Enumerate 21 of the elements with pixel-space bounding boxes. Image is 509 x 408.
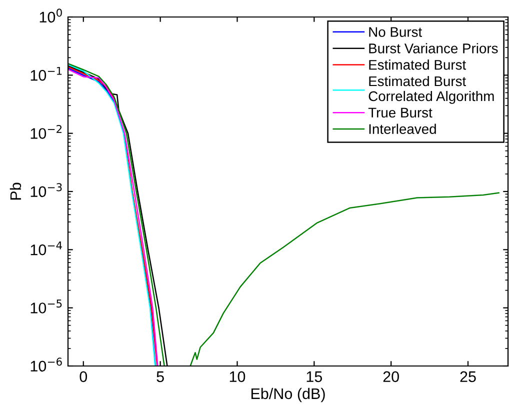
y-tick-label: 10$^{−5}$: [30, 300, 62, 314]
legend-label: Burst Variance Priors: [369, 43, 498, 54]
y-tick-label: 10$^{0}$: [40, 8, 62, 23]
y-tick-label: 10$^{−3}$: [30, 183, 62, 198]
y-axis-title: Pb: [10, 182, 22, 200]
x-axis-title: Eb/No (dB): [251, 388, 325, 402]
legend-label: Estimated Burst: [369, 60, 466, 70]
legend-label: No Burst: [369, 27, 422, 37]
legend-label: Estimated Burst Correlated Algorithm: [368, 76, 494, 104]
x-tick-label: 0: [80, 371, 88, 382]
x-tick-label: 25: [460, 371, 476, 382]
y-tick-label: 10$^{−2}$: [30, 124, 62, 139]
legend-label: Interleaved: [369, 124, 436, 134]
y-tick-label: 10$^{−4}$: [30, 241, 62, 256]
x-tick-label: 10: [230, 371, 246, 382]
x-tick-label: 20: [383, 371, 399, 382]
legend-label: True Burst: [368, 108, 432, 118]
x-tick-label: 5: [156, 371, 164, 382]
x-tick-label: 15: [306, 371, 322, 382]
y-tick-label: 10$^{−1}$: [30, 66, 62, 81]
y-tick-label: 10$^{−6}$: [30, 358, 62, 372]
